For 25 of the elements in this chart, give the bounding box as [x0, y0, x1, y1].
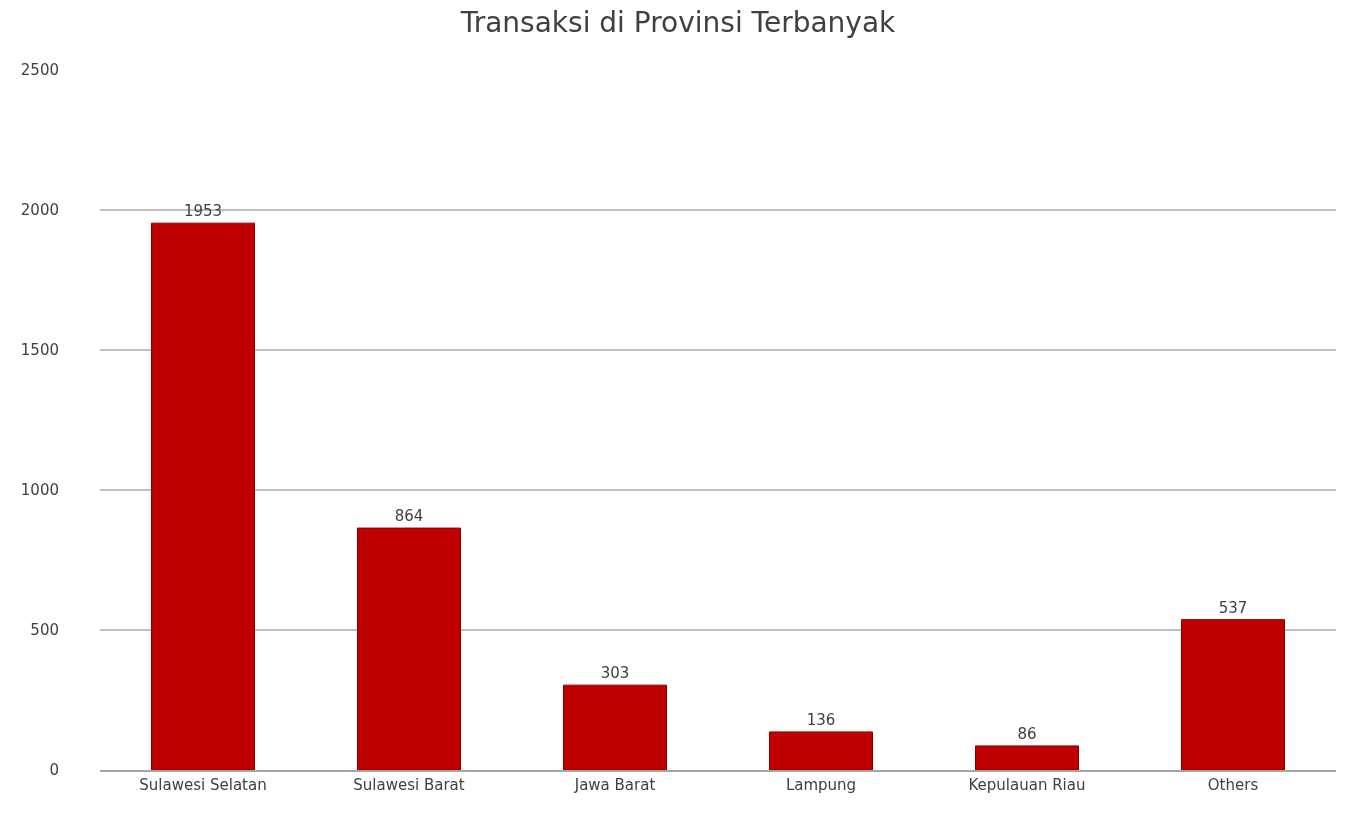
- y-tick-label: 1500: [20, 341, 59, 360]
- data-label: 537: [1218, 598, 1248, 617]
- y-tick-label: 0: [49, 761, 59, 780]
- x-tick-label: Others: [1207, 776, 1259, 794]
- x-tick-label: Jawa Barat: [573, 776, 656, 794]
- x-tick-label: Sulawesi Barat: [353, 776, 465, 794]
- data-label: 303: [600, 664, 630, 683]
- y-tick-label: 1000: [20, 481, 59, 500]
- y-tick-label: 2500: [20, 61, 59, 80]
- data-label: 136: [806, 710, 836, 729]
- bar: [769, 731, 873, 770]
- data-label: 864: [394, 507, 424, 526]
- bar: [1181, 619, 1285, 770]
- y-tick-label: 2000: [20, 201, 59, 220]
- chart-title: Transaksi di Provinsi Terbanyak: [459, 5, 897, 39]
- bar: [563, 684, 667, 770]
- bar: [975, 745, 1079, 770]
- x-tick-label: Kepulauan Riau: [968, 776, 1086, 794]
- bar: [357, 527, 461, 770]
- x-tick-label: Lampung: [785, 776, 857, 794]
- y-tick-label: 500: [30, 621, 59, 640]
- data-label: 1953: [183, 202, 223, 221]
- x-tick-label: Sulawesi Selatan: [139, 776, 267, 794]
- data-label: 86: [1017, 724, 1037, 743]
- bar: [151, 222, 255, 770]
